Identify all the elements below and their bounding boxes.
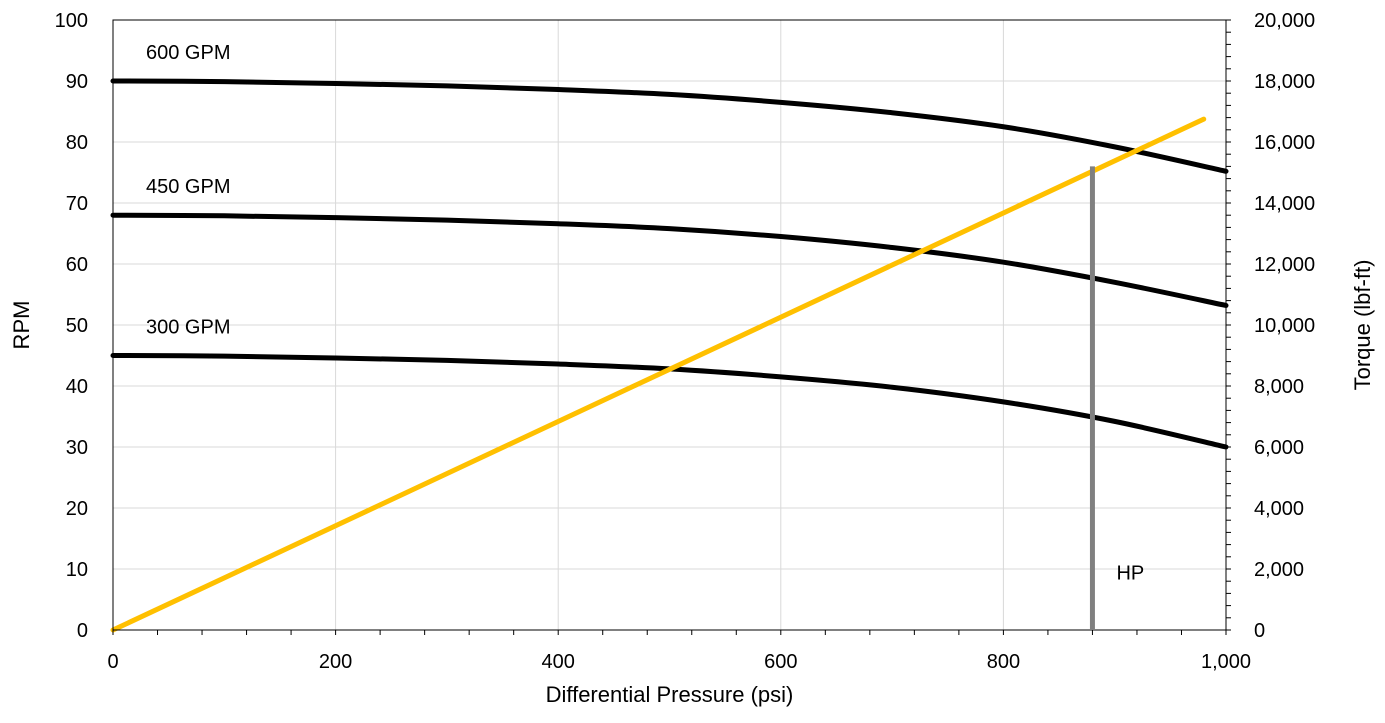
y-tick-label: 60 [66,254,88,276]
x-tick-label: 0 [107,651,118,673]
y2-tick-label: 12,000 [1254,254,1315,276]
annotation-layer: HP [1089,166,1144,630]
y2-axis-title: Torque (lbf-ft) [1350,260,1375,391]
y-tick-label: 70 [66,193,88,215]
y2-tick-label: 16,000 [1254,132,1315,154]
y2-tick-label: 6,000 [1254,437,1304,459]
y-tick-label: 100 [55,10,88,32]
y2-tick-label: 0 [1254,620,1265,642]
x-tick-label: 400 [542,651,575,673]
y-tick-label: 10 [66,559,88,581]
y-tick-label: 50 [66,315,88,337]
y2-tick-label: 14,000 [1254,193,1315,215]
hp-annotation-label: HP [1116,562,1144,584]
y-tick-label: 80 [66,132,88,154]
series-label-450-gpm: 450 GPM [146,176,230,198]
y-tick-label: 0 [77,620,88,642]
tick-labels: 0 10 20 30 40 50 60 70 80 90 100 0 200 400 600 800 1,000… [55,10,1316,673]
x-axis-title: Differential Pressure (psi) [546,682,794,707]
grid-lines [113,20,1226,630]
y-tick-label: 90 [66,71,88,93]
y2-tick-label: 10,000 [1254,315,1315,337]
y-tick-label: 40 [66,376,88,398]
x-tick-label: 800 [987,651,1020,673]
y-tick-label: 20 [66,498,88,520]
series-label-300-gpm: 300 GPM [146,317,230,339]
x-tick-label: 600 [764,651,797,673]
series-line-450-gpm [110,212,1229,308]
series-line-600-gpm [110,78,1229,174]
x-tick-label: 1,000 [1201,651,1251,673]
series-layer [110,78,1229,633]
y2-tick-label: 20,000 [1254,10,1315,32]
y2-tick-label: 4,000 [1254,498,1304,520]
minor-ticks [112,19,1231,635]
series-label-600-gpm: 600 GPM [146,42,230,64]
y2-tick-label: 2,000 [1254,559,1304,581]
y-axis-title: RPM [9,301,34,350]
y2-tick-label: 8,000 [1254,376,1304,398]
y-tick-label: 30 [66,437,88,459]
y2-tick-label: 18,000 [1254,71,1315,93]
series-line-torque [110,116,1207,633]
x-tick-label: 200 [319,651,352,673]
